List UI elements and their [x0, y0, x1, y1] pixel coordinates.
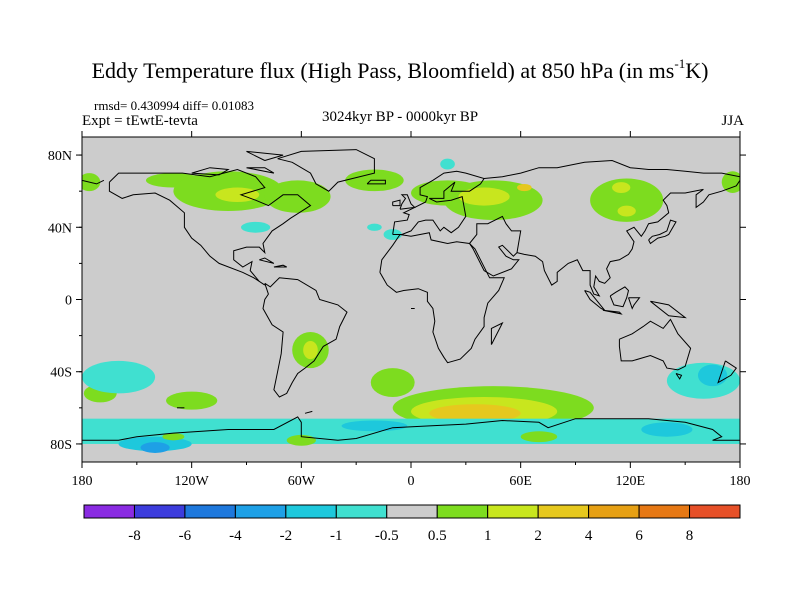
coastline [108, 168, 312, 286]
colorbar-swatch [234, 504, 287, 519]
coastline [379, 232, 505, 364]
colorbar-swatch [689, 504, 741, 519]
coastline [304, 410, 313, 414]
coastline [650, 300, 687, 319]
anomaly-region [440, 158, 455, 170]
coastline [648, 219, 677, 245]
x-tick-label: 180 [730, 474, 751, 489]
anomaly-region [517, 183, 532, 192]
anomaly-region [264, 180, 331, 213]
anomaly-region [370, 368, 415, 397]
stats-label: rmsd= 0.430994 diff= 0.01083 [94, 98, 254, 113]
colorbar-label: 6 [635, 528, 643, 544]
coastline [399, 194, 416, 210]
coastline [584, 290, 606, 311]
colorbar-swatch [487, 504, 539, 519]
colorbar-swatch [588, 504, 640, 519]
y-tick-label: 0 [65, 294, 72, 309]
coastline [484, 159, 740, 179]
anomaly-region [367, 223, 382, 231]
colorbar-label: 2 [534, 528, 542, 544]
anomaly-region [341, 420, 408, 432]
season-label: JJA [721, 113, 744, 129]
coastline [618, 318, 692, 371]
colorbar-swatch [537, 504, 590, 519]
y-tick-label: 80N [48, 149, 72, 164]
colorbar-label: -4 [229, 528, 242, 544]
coastline [602, 309, 623, 315]
colorbar-swatch [285, 504, 337, 519]
x-tick-label: 0 [408, 474, 415, 489]
coastline [628, 297, 641, 310]
anomaly-region [429, 404, 521, 423]
anomaly-region [641, 422, 693, 437]
anomaly-region [458, 187, 510, 206]
experiment-label: Expt = tEwtE-tevta [82, 113, 198, 129]
coastline [609, 286, 630, 308]
colorbar-swatch [83, 504, 135, 519]
coastline [717, 360, 738, 384]
period-label: 3024kyr BP - 0000kyr BP [321, 109, 479, 125]
coastline [259, 257, 275, 264]
plot-title: Eddy Temperature flux (High Pass, Bloomf… [91, 56, 709, 83]
anomaly-region [612, 182, 631, 193]
colorbar-swatch [638, 504, 691, 519]
colorbar-label: 1 [484, 528, 492, 544]
coastline [246, 167, 275, 174]
coastline [392, 170, 485, 235]
colorbar-label: -1 [330, 528, 343, 544]
x-tick-label: 120W [175, 474, 210, 489]
coastline [469, 215, 522, 277]
anomaly-region [697, 364, 728, 387]
colorbar-swatch [386, 504, 438, 519]
coastline [366, 179, 386, 185]
anomaly-region [303, 341, 318, 360]
coastline [273, 264, 287, 268]
anomaly-region [82, 360, 156, 394]
coastline [392, 199, 401, 207]
colorbar-label: -6 [179, 528, 192, 544]
anomaly-region [241, 221, 271, 233]
x-tick-label: 60E [509, 474, 532, 489]
coastline [490, 321, 504, 345]
coastline [82, 416, 740, 441]
coastline [82, 179, 105, 185]
anomaly-region [721, 171, 740, 193]
anomaly-region [520, 431, 558, 443]
anomaly-region [82, 418, 740, 444]
colorbar-label: -0.5 [375, 528, 399, 544]
y-tick-label: 80S [50, 438, 72, 453]
colorbar-swatch [184, 504, 236, 519]
anomaly-region [215, 187, 260, 202]
y-tick-label: 40S [50, 366, 72, 381]
anomaly-region [162, 433, 185, 441]
colorbar-swatch [436, 504, 489, 519]
anomaly-region [590, 178, 664, 222]
colorbar-swatch [335, 504, 388, 519]
coastline [516, 180, 740, 297]
colorbar-label: -8 [128, 528, 141, 544]
x-tick-label: 180 [72, 474, 93, 489]
anomaly-region [166, 391, 218, 410]
anomaly-region [617, 205, 636, 217]
coastline [262, 277, 348, 398]
coastline [246, 150, 284, 161]
y-tick-label: 40N [48, 221, 72, 236]
coastline [675, 373, 683, 380]
x-tick-label: 120E [616, 474, 646, 489]
colorbar-label: 4 [585, 528, 593, 544]
colorbar-label: -2 [280, 528, 293, 544]
x-tick-label: 60W [288, 474, 316, 489]
colorbar-label: 0.5 [428, 528, 447, 544]
coastline [277, 149, 375, 192]
coastline [191, 167, 230, 176]
anomaly-region [140, 442, 170, 453]
colorbar-swatch [133, 504, 186, 519]
colorbar-label: 8 [686, 528, 694, 544]
